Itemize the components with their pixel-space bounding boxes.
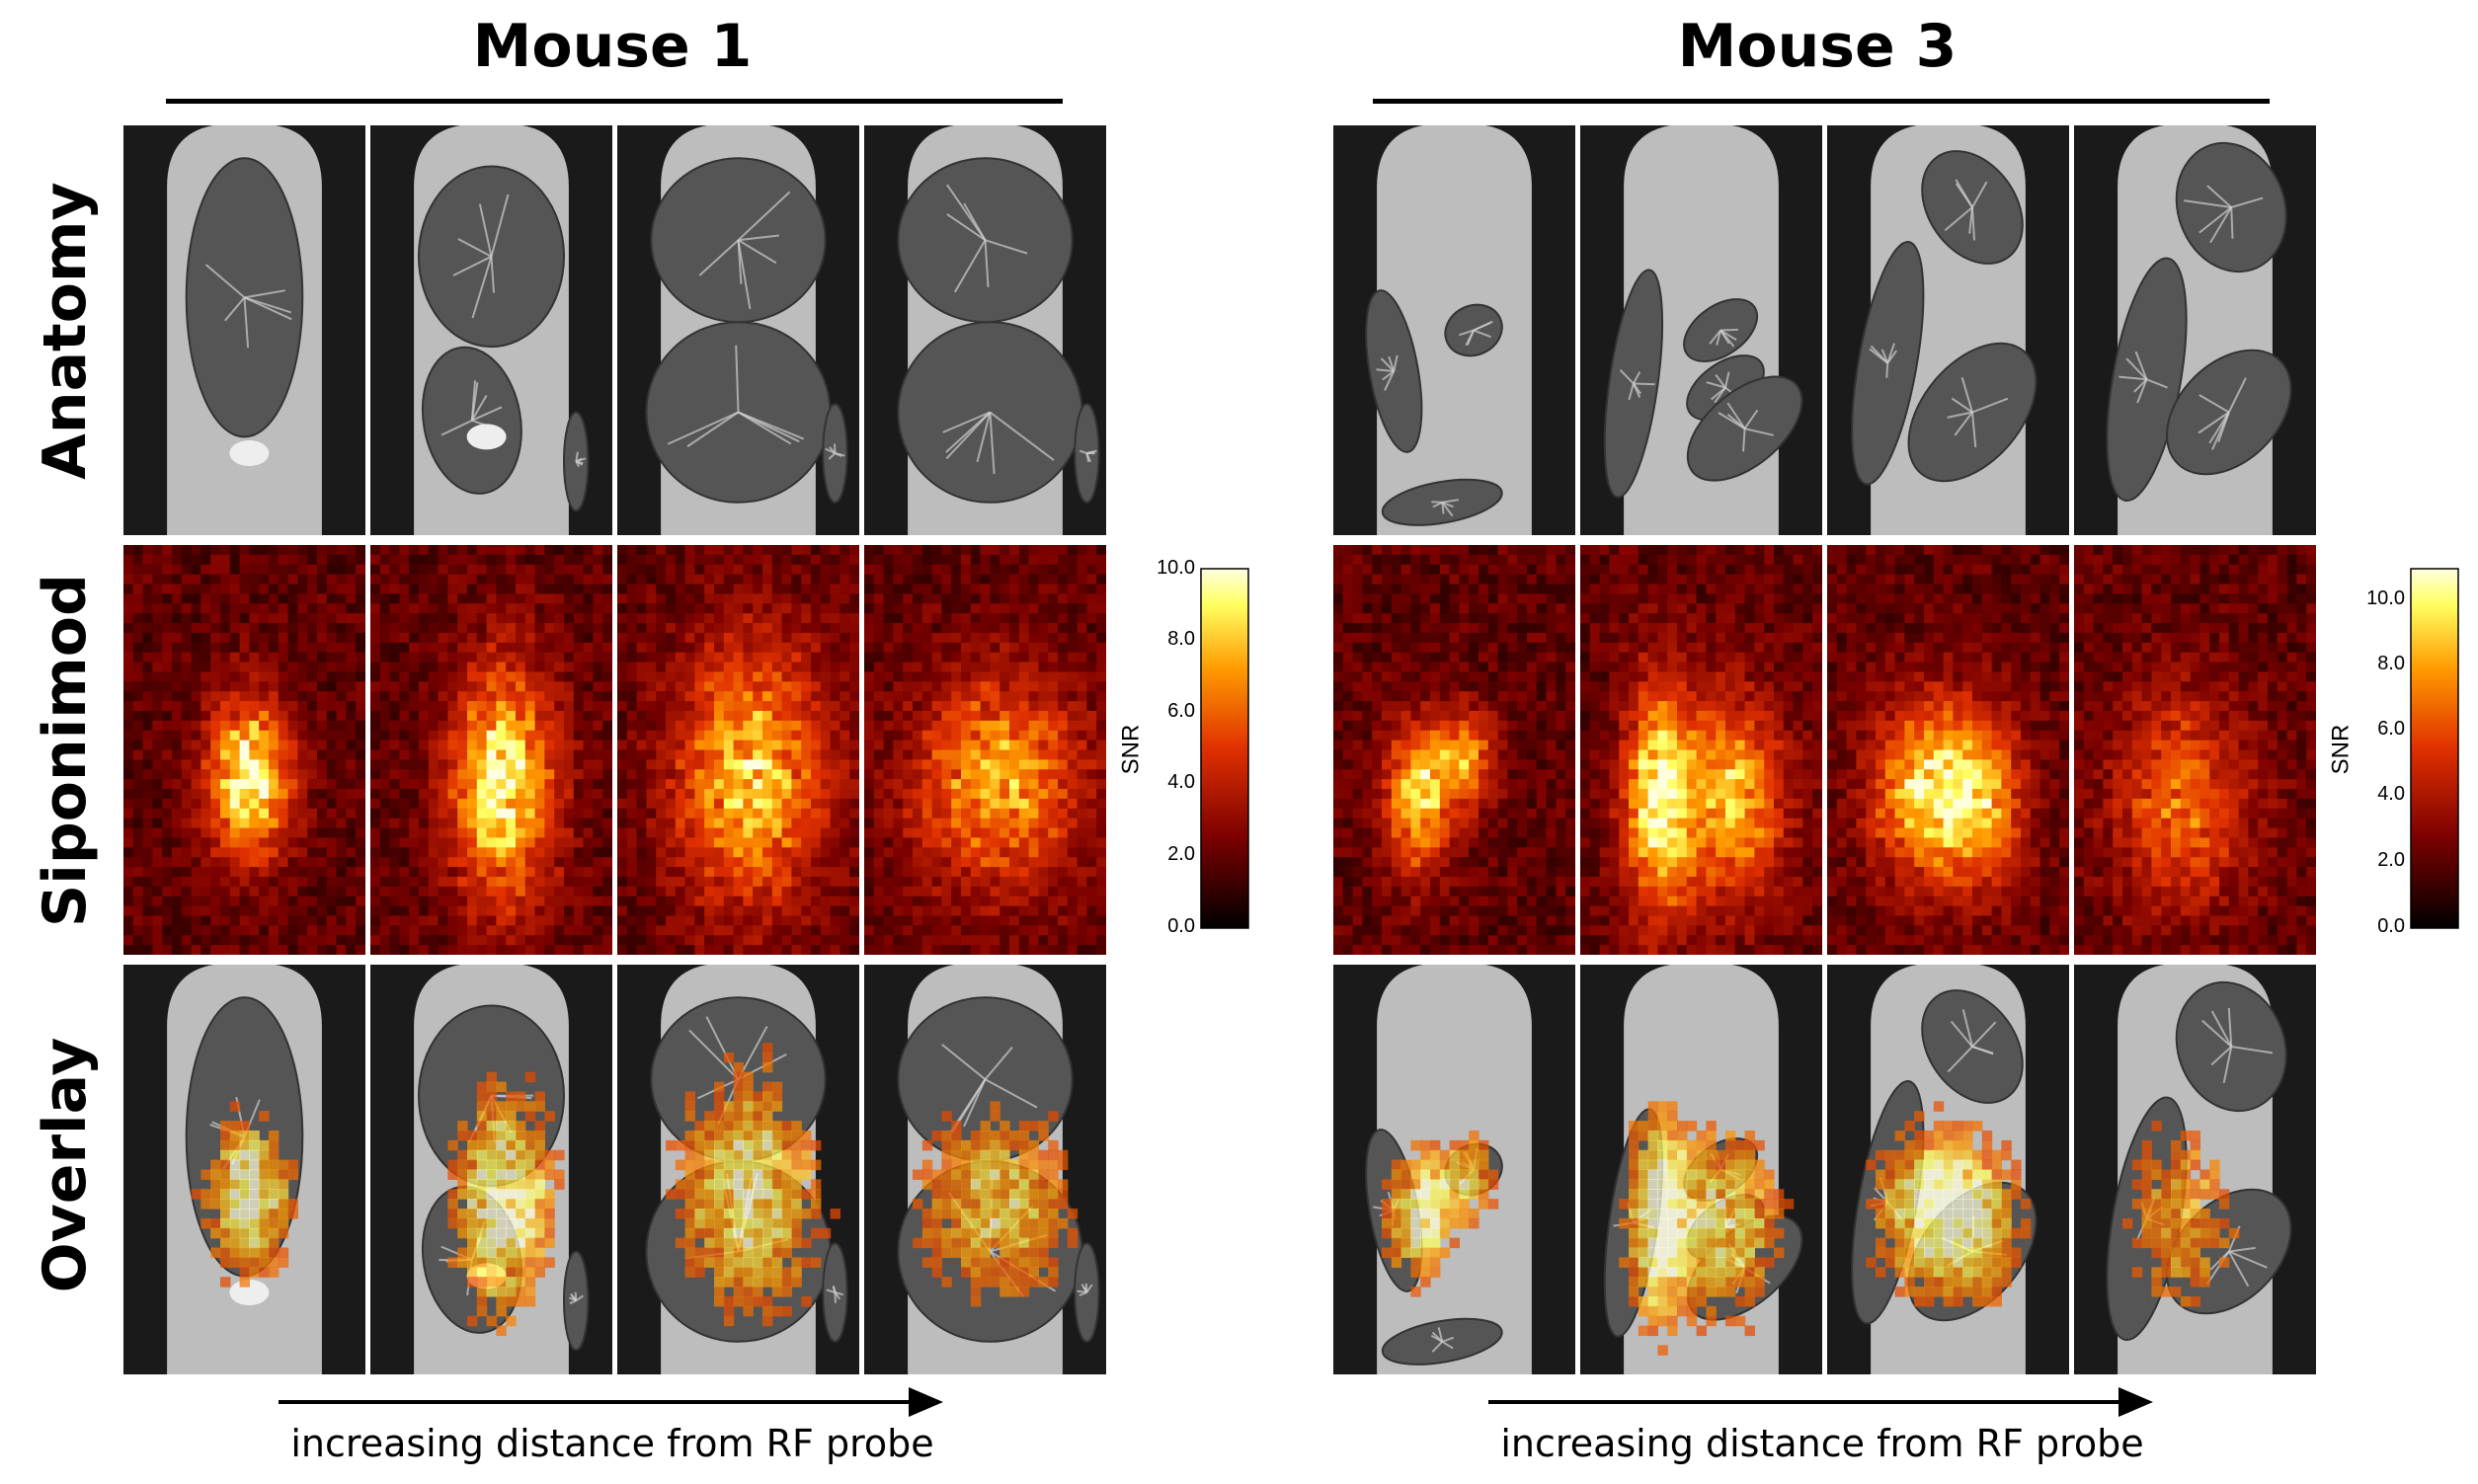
colorbar-label: SNR <box>1117 724 1145 775</box>
overlay-image <box>1580 965 1822 1374</box>
anatomy-image <box>1580 125 1822 535</box>
anatomy-image <box>864 125 1106 535</box>
title-underline-mouse-3 <box>1373 99 2270 104</box>
colorbar-gradient <box>2410 568 2459 929</box>
panel-title-mouse-3: Mouse 3 <box>1677 12 1958 81</box>
axis-caption-mouse-1: increasing distance from RF probe <box>290 1422 934 1465</box>
row-label-overlay: Overlay <box>31 1037 100 1293</box>
colorbar-tick: 2.0 <box>1167 843 1195 865</box>
row-label-anatomy: Anatomy <box>31 182 100 480</box>
panel-title-mouse-1: Mouse 1 <box>472 12 753 81</box>
overlay-image <box>1333 965 1575 1374</box>
colorbar-tick: 4.0 <box>2377 783 2405 805</box>
colorbar-mouse-3: 10.0 8.0 6.0 4.0 2.0 0.0 SNR <box>2327 563 2464 938</box>
overlay-image <box>2074 965 2316 1374</box>
colorbar-tick: 2.0 <box>2377 849 2405 871</box>
row-label-siponimod: Siponimod <box>31 574 100 927</box>
colorbar-tick: 8.0 <box>1167 628 1195 650</box>
siponimod-snr-map <box>1827 545 2069 955</box>
colorbar-label: SNR <box>2327 724 2355 775</box>
anatomy-image <box>2074 125 2316 535</box>
overlay-image <box>617 965 859 1374</box>
colorbar-tick: 4.0 <box>1167 771 1195 793</box>
colorbar-tick: 0.0 <box>2377 915 2405 937</box>
overlay-image <box>123 965 365 1374</box>
anatomy-image <box>123 125 365 535</box>
colorbar-tick: 0.0 <box>1167 915 1195 937</box>
image-grid-mouse-1 <box>123 125 1106 1374</box>
anatomy-image <box>370 125 612 535</box>
image-grid-mouse-3 <box>1333 125 2316 1374</box>
anatomy-image <box>1333 125 1575 535</box>
siponimod-snr-map <box>2074 545 2316 955</box>
siponimod-snr-map <box>864 545 1106 955</box>
colorbar-mouse-1: 10.0 8.0 6.0 4.0 2.0 0.0 SNR <box>1117 557 1254 938</box>
siponimod-snr-map <box>1333 545 1575 955</box>
colorbar-tick: 8.0 <box>2377 653 2405 674</box>
siponimod-snr-map <box>1580 545 1822 955</box>
siponimod-snr-map <box>123 545 365 955</box>
anatomy-image <box>617 125 859 535</box>
colorbar-tick: 6.0 <box>2377 718 2405 740</box>
colorbar-tick: 6.0 <box>1167 700 1195 722</box>
colorbar-tick: 10.0 <box>2366 587 2405 609</box>
colorbar-tick: 10.0 <box>1157 557 1195 579</box>
overlay-image <box>1827 965 2069 1374</box>
overlay-image <box>370 965 612 1374</box>
siponimod-snr-map <box>370 545 612 955</box>
siponimod-snr-map <box>617 545 859 955</box>
overlay-image <box>864 965 1106 1374</box>
axis-caption-mouse-3: increasing distance from RF probe <box>1500 1422 2144 1465</box>
anatomy-image <box>1827 125 2069 535</box>
distance-arrow-mouse-3 <box>1488 1387 2153 1417</box>
title-underline-mouse-1 <box>166 99 1063 104</box>
distance-arrow-mouse-1 <box>279 1387 943 1417</box>
colorbar-gradient <box>1200 568 1249 929</box>
